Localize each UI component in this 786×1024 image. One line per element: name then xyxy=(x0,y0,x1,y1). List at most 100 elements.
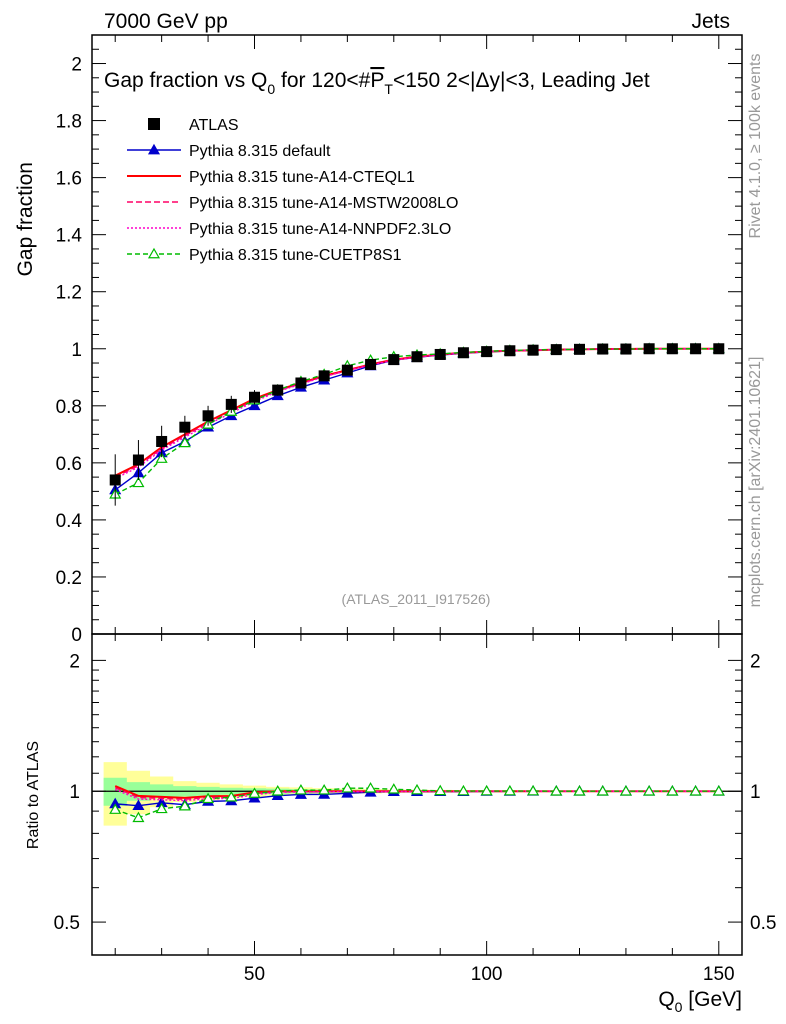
ratio-tick-label-right-1: 1 xyxy=(750,782,761,803)
data-point-3 xyxy=(179,421,191,433)
legend-label-atlas: ATLAS xyxy=(189,117,239,134)
y-tick-label-7: 1.4 xyxy=(56,226,83,247)
data-point-2 xyxy=(156,435,168,447)
data-point-9 xyxy=(318,370,330,382)
data-point-13 xyxy=(411,351,423,363)
legend-label-default: Pythia 8.315 default xyxy=(189,143,331,160)
ratio-tick-label-right-2: 2 xyxy=(750,651,761,672)
marker-ratio-cuetp8s1-13 xyxy=(410,783,424,795)
data-point-1 xyxy=(132,454,144,466)
marker-ratio-cuetp8s1-26 xyxy=(712,785,725,796)
marker-ratio-default-10 xyxy=(341,787,354,798)
data-point-12 xyxy=(388,354,400,366)
marker-main-default-6 xyxy=(248,399,261,411)
ratio-plot-content xyxy=(92,762,742,826)
y-axis-label: Gap fraction xyxy=(14,162,37,276)
marker-ratio-cuetp8s1-17 xyxy=(503,784,516,796)
ratio-axes: 0.5 0.5 1 1 2 2 xyxy=(54,634,776,955)
marker-ratio-cuetp8s1-5 xyxy=(225,790,238,802)
data-point-6 xyxy=(249,391,260,403)
main-panel: 0 0.2 0.4 0.6 0.8 1 1.2 1.4 1.6 1.8 2 Gap fraction… xyxy=(14,34,743,646)
ratio-frame xyxy=(91,633,743,956)
y-tick-label-10: 2 xyxy=(71,55,82,76)
x-axis-label: Q0 [GeV] xyxy=(658,988,742,1015)
legend-marker-default xyxy=(147,143,161,155)
analysis-id-label: (ATLAS_2011_I917526) xyxy=(342,591,491,607)
x-tick-label-150: 150 xyxy=(703,964,735,985)
title-part-2: for 120<# xyxy=(275,69,370,92)
data-point-5 xyxy=(225,398,237,410)
data-point-10 xyxy=(341,364,353,376)
marker-ratio-cuetp8s1-21 xyxy=(596,785,609,796)
ratio-panel: 0.5 0.5 1 1 2 2 Ratio to ATLAS 50 100 150 Q0 [G… xyxy=(25,633,776,1015)
xlabel-part-0: Q xyxy=(658,988,674,1011)
y-tick-label-4: 0.8 xyxy=(56,397,82,418)
series-line-main-cuetp8s1 xyxy=(114,348,719,495)
data-point-7 xyxy=(272,384,284,396)
y-tick-label-2: 0.4 xyxy=(56,511,83,532)
marker-ratio-cuetp8s1-6 xyxy=(248,787,261,798)
data-point-19 xyxy=(550,344,562,356)
marker-ratio-cuetp8s1-16 xyxy=(480,784,493,796)
ratio-tick-label-left-0: 0.5 xyxy=(54,913,80,934)
legend-marker-atlas xyxy=(148,118,160,130)
xlabel-part-1: 0 xyxy=(675,999,683,1015)
data-point-24 xyxy=(666,343,678,355)
marker-ratio-cuetp8s1-8 xyxy=(294,783,307,795)
x-tick-label-100: 100 xyxy=(471,964,503,985)
title-part-0: Gap fraction vs Q xyxy=(104,69,267,92)
rivet-side-label: Rivet 4.1.0, ≥ 100k events xyxy=(747,54,764,239)
x-tick-labels: 50 100 150 xyxy=(244,964,735,985)
marker-ratio-cuetp8s1-7 xyxy=(271,785,284,796)
y-tick-label-8: 1.6 xyxy=(56,169,82,190)
marker-ratio-cuetp8s1-12 xyxy=(387,783,400,794)
legend-label-mstw: Pythia 8.315 tune-A14-MSTW2008LO xyxy=(189,195,458,212)
ratio-y-axis-label: Ratio to ATLAS xyxy=(25,741,42,849)
y-tick-label-0: 0 xyxy=(71,625,82,646)
marker-ratio-cuetp8s1-25 xyxy=(689,785,702,796)
data-point-22 xyxy=(620,343,632,355)
ratio-tick-label-left-2: 2 xyxy=(69,651,80,672)
title-part-3: P xyxy=(370,69,384,92)
legend-marker-cuetp8s1 xyxy=(147,247,161,259)
energy-label: 7000 GeV pp xyxy=(104,10,228,33)
data-point-8 xyxy=(295,377,307,389)
marker-ratio-cuetp8s1-19 xyxy=(550,785,563,796)
marker-ratio-cuetp8s1-23 xyxy=(643,785,656,796)
category-label: Jets xyxy=(691,10,730,33)
marker-ratio-cuetp8s1-14 xyxy=(434,784,447,796)
marker-main-cuetp8s1-1 xyxy=(132,476,145,488)
marker-ratio-cuetp8s1-2 xyxy=(155,802,168,814)
legend-label-cteql1: Pythia 8.315 tune-A14-CTEQL1 xyxy=(189,169,415,186)
mcplots-side-label: mcplots.cern.ch [arXiv:2401.10621] xyxy=(747,357,764,608)
y-tick-label-9: 1.8 xyxy=(56,112,82,133)
data-point-14 xyxy=(434,348,446,360)
legend-label-cuetp8s1: Pythia 8.315 tune-CUETP8S1 xyxy=(189,247,402,264)
y-tick-label-1: 0.2 xyxy=(56,568,82,589)
ratio-tick-label-left-1: 1 xyxy=(69,782,80,803)
marker-ratio-cuetp8s1-24 xyxy=(666,785,679,796)
marker-ratio-cuetp8s1-22 xyxy=(619,785,632,796)
legend-label-nnpdf: Pythia 8.315 tune-A14-NNPDF2.3LO xyxy=(189,221,451,238)
marker-ratio-cuetp8s1-18 xyxy=(527,784,540,796)
data-point-20 xyxy=(574,343,585,355)
y-tick-label-5: 1 xyxy=(71,340,82,361)
marker-main-cuetp8s1-3 xyxy=(178,436,191,448)
title-part-5: <150 2<|Δy|<3, Leading Jet xyxy=(393,69,650,92)
marker-ratio-cuetp8s1-15 xyxy=(457,784,470,796)
legend: ATLAS Pythia 8.315 default Pythia 8.315 tu… xyxy=(127,117,458,264)
marker-ratio-cuetp8s1-20 xyxy=(573,785,586,796)
data-point-0 xyxy=(109,474,121,486)
data-point-17 xyxy=(504,345,516,357)
marker-ratio-cuetp8s1-9 xyxy=(318,783,331,795)
data-point-16 xyxy=(481,346,493,358)
marker-ratio-cuetp8s1-0 xyxy=(109,803,122,814)
y-tick-label-6: 1.2 xyxy=(56,283,82,304)
marker-ratio-default-1 xyxy=(132,799,145,811)
x-tick-label-50: 50 xyxy=(244,964,265,985)
data-point-11 xyxy=(365,358,377,370)
title-part-4: T xyxy=(384,81,393,97)
data-point-15 xyxy=(457,347,469,359)
main-axes: 0 0.2 0.4 0.6 0.8 1 1.2 1.4 1.6 1.8 2 xyxy=(56,34,742,646)
